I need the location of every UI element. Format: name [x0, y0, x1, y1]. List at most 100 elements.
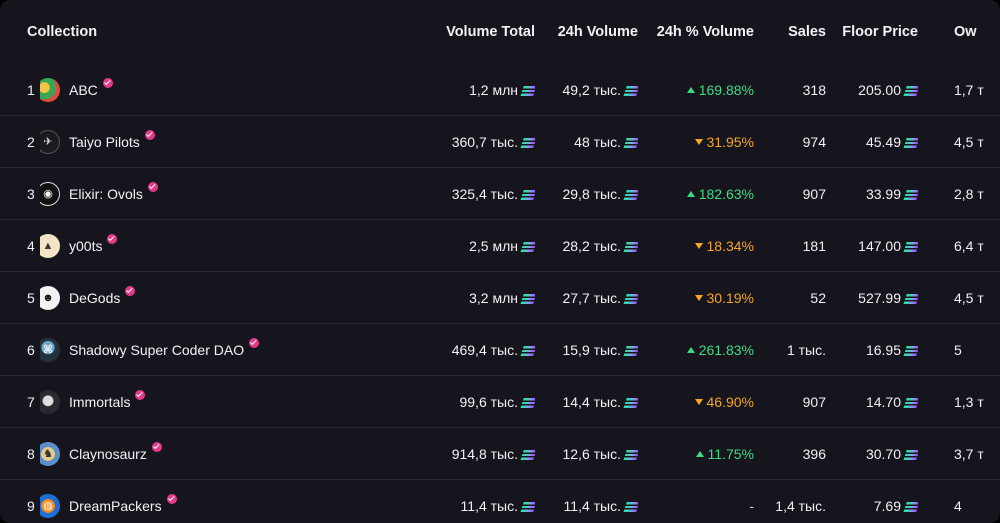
floor-price-cell: 45.49	[826, 115, 918, 168]
verified-badge-icon	[249, 337, 260, 348]
collection-name[interactable]: DeGods	[69, 289, 121, 306]
table-row[interactable]: 5 ☻ DeGods 3,2 млн 27,7 тыс. 30.19% 52 5…	[0, 271, 1000, 324]
change-24h-cell: -	[749, 497, 754, 514]
solana-icon	[623, 189, 638, 200]
collection-name[interactable]: Immortals	[69, 393, 131, 410]
header-owners[interactable]: Ow	[954, 23, 977, 40]
solana-icon	[623, 449, 638, 460]
collection-name[interactable]: y00ts	[69, 237, 103, 254]
change-24h-cell: 18.34%	[638, 219, 754, 272]
collection-cell[interactable]: ⌘ Shadowy Super Coder DAO	[40, 323, 410, 376]
solana-icon	[623, 397, 638, 408]
collection-cell[interactable]: ♞ Claynosaurz	[40, 427, 410, 480]
table-row[interactable]: 4 ▲ y00ts 2,5 млн 28,2 тыс. 18.34% 181 1…	[0, 219, 1000, 272]
rank-cell: 2	[0, 115, 40, 168]
collection-cell[interactable]: ◍ DreamPackers	[40, 480, 410, 523]
owners-cell: 6,4 т	[918, 219, 1000, 272]
volume-24h-cell: 27,7 тыс.	[535, 271, 638, 324]
collection-name[interactable]: Shadowy Super Coder DAO	[69, 341, 245, 358]
solana-icon	[903, 449, 918, 460]
table-row[interactable]: 8 ♞ Claynosaurz 914,8 тыс. 12,6 тыс. 11.…	[0, 427, 1000, 480]
collection-cell[interactable]: ▲ y00ts	[40, 219, 410, 272]
sales-cell: 974	[754, 115, 826, 168]
collection-name[interactable]: Claynosaurz	[69, 445, 147, 462]
solana-icon	[903, 397, 918, 408]
owners-cell: 2,8 т	[918, 167, 1000, 220]
collection-name[interactable]: DreamPackers	[69, 497, 162, 514]
header-volume-total[interactable]: Volume Total	[446, 23, 535, 40]
solana-icon	[903, 501, 918, 512]
volume-total-cell: 99,6 тыс.	[410, 375, 535, 428]
solana-icon	[520, 501, 535, 512]
owners-cell: 5	[918, 323, 1000, 376]
verified-badge-icon	[102, 77, 113, 88]
header-24h-pct-volume[interactable]: 24h % Volume	[656, 23, 754, 40]
owners-cell: 1,3 т	[918, 375, 1000, 428]
table-row[interactable]: 1 ABC 1,2 млн 49,2 тыс. 169.88% 318 205.…	[0, 64, 1000, 116]
collection-cell[interactable]: ☻ DeGods	[40, 271, 410, 324]
volume-total-cell: 469,4 тыс.	[410, 323, 535, 376]
table-row[interactable]: 7 ☠ Immortals 99,6 тыс. 14,4 тыс. 46.90%…	[0, 375, 1000, 428]
trend-down-icon	[694, 398, 703, 405]
shadowy-super-coder-avatar-icon: ⌘	[40, 337, 60, 362]
collection-cell[interactable]: ABC	[40, 64, 410, 116]
owners-cell: 4,5 т	[918, 115, 1000, 168]
solana-icon	[903, 137, 918, 148]
header-collection[interactable]: Collection	[27, 23, 98, 40]
sales-cell: 396	[754, 427, 826, 480]
table-row[interactable]: 9 ◍ DreamPackers 11,4 тыс. 11,4 тыс. - 1…	[0, 480, 1000, 523]
volume-total-cell: 2,5 млн	[410, 219, 535, 272]
floor-price-cell: 7.69	[826, 480, 918, 523]
trend-up-icon	[686, 86, 695, 93]
verified-badge-icon	[125, 285, 136, 296]
table-header-row: Collection Volume Total 24h Volume 24h %…	[0, 0, 1000, 64]
rank-cell: 7	[0, 375, 40, 428]
collection-cell[interactable]: ✈ Taiyo Pilots	[40, 115, 410, 168]
owners-cell: 1,7 т	[918, 64, 1000, 116]
sales-cell: 1 тыс.	[754, 323, 826, 376]
collection-name[interactable]: Taiyo Pilots	[69, 133, 140, 150]
abc-avatar-icon	[40, 77, 60, 102]
claynosaurz-avatar-icon: ♞	[40, 441, 60, 466]
solana-icon	[903, 241, 918, 252]
sales-cell: 907	[754, 375, 826, 428]
solana-icon	[623, 501, 638, 512]
collection-cell[interactable]: ◉ Elixir: Ovols	[40, 167, 410, 220]
solana-icon	[623, 293, 638, 304]
rank-cell: 8	[0, 427, 40, 480]
table-row[interactable]: 2 ✈ Taiyo Pilots 360,7 тыс. 48 тыс. 31.9…	[0, 115, 1000, 168]
volume-total-cell: 1,2 млн	[410, 64, 535, 116]
change-24h-cell: 261.83%	[638, 323, 754, 376]
change-24h-cell: 11.75%	[638, 427, 754, 480]
sales-cell: 52	[754, 271, 826, 324]
solana-icon	[520, 345, 535, 356]
verified-badge-icon	[151, 441, 162, 452]
header-24h-volume[interactable]: 24h Volume	[557, 23, 638, 40]
trend-up-icon	[686, 190, 695, 197]
immortals-avatar-icon: ☠	[40, 389, 60, 414]
collection-cell[interactable]: ☠ Immortals	[40, 375, 410, 428]
trend-up-icon	[695, 450, 704, 457]
header-sales[interactable]: Sales	[788, 23, 826, 40]
collection-name[interactable]: Elixir: Ovols	[69, 185, 143, 202]
table-row[interactable]: 6 ⌘ Shadowy Super Coder DAO 469,4 тыс. 1…	[0, 323, 1000, 376]
volume-24h-cell: 49,2 тыс.	[535, 64, 638, 116]
solana-icon	[623, 137, 638, 148]
elixir-ovols-avatar-icon: ◉	[40, 181, 60, 206]
change-24h-cell: 46.90%	[638, 375, 754, 428]
taiyo-pilots-avatar-icon: ✈	[40, 129, 60, 154]
collection-name[interactable]: ABC	[69, 81, 98, 98]
volume-24h-cell: 29,8 тыс.	[535, 167, 638, 220]
owners-cell: 3,7 т	[918, 427, 1000, 480]
solana-icon	[520, 241, 535, 252]
solana-icon	[623, 345, 638, 356]
header-floor-price[interactable]: Floor Price	[842, 23, 918, 40]
verified-badge-icon	[144, 129, 155, 140]
solana-icon	[623, 241, 638, 252]
sales-cell: 1,4 тыс.	[775, 497, 826, 514]
y00ts-avatar-icon: ▲	[40, 233, 60, 258]
solana-icon	[520, 137, 535, 148]
table-row[interactable]: 3 ◉ Elixir: Ovols 325,4 тыс. 29,8 тыс. 1…	[0, 167, 1000, 220]
solana-icon	[520, 293, 535, 304]
